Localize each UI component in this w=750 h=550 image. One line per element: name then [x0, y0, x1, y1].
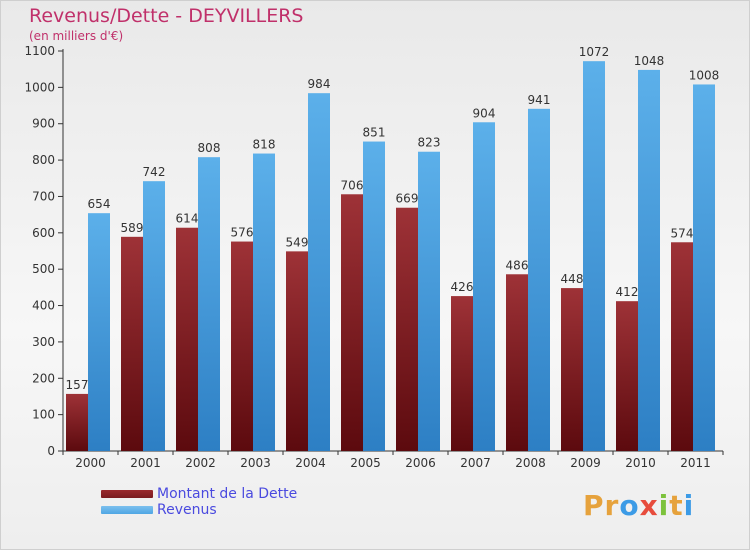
- x-tick-label: 2010: [625, 456, 656, 470]
- y-tick-label: 0: [47, 444, 55, 458]
- bar-dette-2004: [286, 251, 308, 451]
- data-label-dette-2002: 614: [176, 212, 199, 226]
- x-tick-label: 2009: [570, 456, 601, 470]
- data-label-dette-2005: 706: [341, 178, 364, 192]
- x-tick-label: 2008: [515, 456, 546, 470]
- legend-swatch-dette: [101, 490, 153, 498]
- y-tick-label: 400: [32, 299, 55, 313]
- x-tick-label: 2000: [75, 456, 106, 470]
- data-label-dette-2010: 412: [616, 285, 639, 299]
- bar-revenus-2007: [473, 122, 495, 451]
- bar-revenus-2001: [143, 181, 165, 451]
- y-tick-label: 1000: [24, 80, 55, 94]
- legend-label-dette: Montant de la Dette: [157, 486, 298, 502]
- bar-dette-2002: [176, 227, 198, 451]
- x-tick-label: 2004: [295, 456, 326, 470]
- x-tick-label: 2011: [680, 456, 711, 470]
- y-tick-label: 500: [32, 262, 55, 276]
- bar-dette-2007: [451, 296, 473, 451]
- bar-dette-2003: [231, 241, 253, 451]
- y-tick-label: 600: [32, 226, 55, 240]
- x-tick-label: 2005: [350, 456, 381, 470]
- data-label-revenus-2000: 654: [88, 197, 111, 211]
- bar-revenus-2000: [88, 213, 110, 451]
- bar-dette-2006: [396, 207, 418, 451]
- bar-dette-2008: [506, 274, 528, 451]
- bar-dette-2001: [121, 236, 143, 451]
- bar-dette-2000: [66, 393, 88, 451]
- y-tick-label: 300: [32, 335, 55, 349]
- data-label-dette-2004: 549: [286, 235, 309, 249]
- data-label-dette-2003: 576: [231, 226, 254, 240]
- chart-subtitle: (en milliers d'€): [29, 29, 124, 43]
- y-tick-label: 200: [32, 371, 55, 385]
- chart-title: Revenus/Dette - DEYVILLERS: [29, 5, 304, 27]
- x-tick-label: 2001: [130, 456, 161, 470]
- legend-swatch-revenus: [101, 506, 153, 514]
- data-label-revenus-2001: 742: [143, 165, 166, 179]
- y-tick-label: 800: [32, 153, 55, 167]
- data-label-dette-2000: 157: [66, 378, 89, 392]
- bar-revenus-2003: [253, 153, 275, 451]
- y-tick-label: 1100: [24, 44, 55, 58]
- bar-revenus-2006: [418, 151, 440, 451]
- bar-revenus-2008: [528, 108, 550, 452]
- data-label-revenus-2011: 1008: [689, 68, 720, 82]
- data-label-revenus-2002: 808: [198, 141, 221, 155]
- bar-revenus-2011: [693, 84, 715, 452]
- data-label-revenus-2006: 823: [418, 136, 441, 150]
- data-label-dette-2008: 486: [506, 258, 529, 272]
- data-label-dette-2006: 669: [396, 192, 419, 206]
- data-label-dette-2001: 589: [121, 221, 144, 235]
- data-label-dette-2009: 448: [561, 272, 584, 286]
- data-label-dette-2007: 426: [451, 280, 474, 294]
- x-tick-label: 2002: [185, 456, 216, 470]
- data-label-revenus-2007: 904: [473, 106, 496, 120]
- y-tick-label: 100: [32, 408, 55, 422]
- bar-dette-2010: [616, 301, 638, 451]
- data-label-revenus-2004: 984: [308, 77, 331, 91]
- bar-dette-2011: [671, 242, 693, 451]
- data-label-revenus-2005: 851: [363, 126, 386, 140]
- data-label-revenus-2009: 1072: [579, 45, 610, 59]
- data-label-revenus-2010: 1048: [634, 54, 665, 68]
- y-tick-label: 900: [32, 117, 55, 131]
- data-label-revenus-2008: 941: [528, 93, 551, 107]
- bar-revenus-2009: [583, 61, 605, 451]
- bar-revenus-2002: [198, 157, 220, 451]
- bar-revenus-2004: [308, 93, 330, 451]
- proxiti-logo: Proxiti: [583, 489, 695, 522]
- x-tick-label: 2006: [405, 456, 436, 470]
- data-label-revenus-2003: 818: [253, 138, 276, 152]
- data-label-dette-2011: 574: [671, 226, 694, 240]
- x-tick-label: 2007: [460, 456, 491, 470]
- y-tick-label: 700: [32, 189, 55, 203]
- bar-revenus-2010: [638, 69, 660, 451]
- legend-label-revenus: Revenus: [157, 502, 217, 518]
- bar-dette-2009: [561, 288, 583, 451]
- bar-revenus-2005: [363, 141, 385, 451]
- bar-dette-2005: [341, 194, 363, 452]
- x-tick-label: 2003: [240, 456, 271, 470]
